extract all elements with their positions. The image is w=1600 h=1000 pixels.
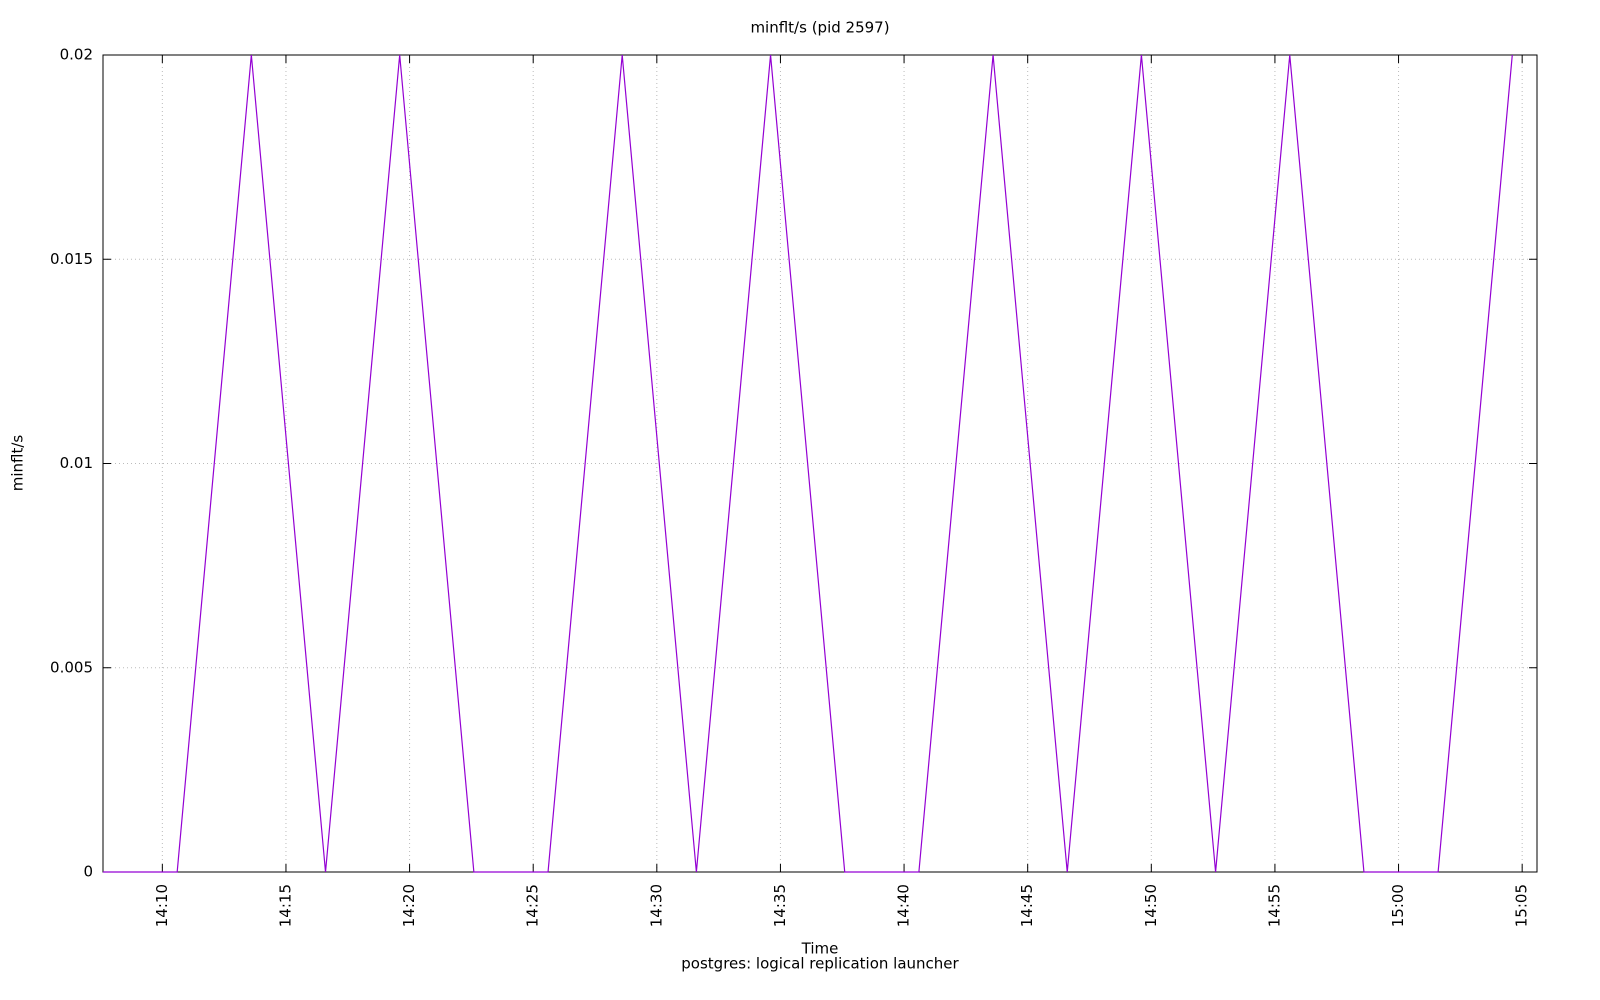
x-tick-label: 14:50 <box>1142 884 1160 927</box>
data-line <box>103 54 1513 873</box>
x-tick-label: 14:30 <box>647 884 665 927</box>
plot-frame <box>102 54 1538 873</box>
x-tick-label: 15:00 <box>1389 884 1407 927</box>
chart-subtitle: postgres: logical replication launcher <box>681 955 959 973</box>
x-tick-label: 14:10 <box>153 884 171 927</box>
x-tick-label: 14:20 <box>400 884 418 927</box>
x-tick-label: 15:05 <box>1513 884 1531 927</box>
y-tick-label: 0.02 <box>60 46 93 64</box>
y-tick-label: 0.005 <box>50 658 93 676</box>
y-tick-label: 0.01 <box>60 454 93 472</box>
x-tick-label: 14:40 <box>895 884 913 927</box>
chart-title: minflt/s (pid 2597) <box>750 19 889 37</box>
x-tick-label: 14:45 <box>1018 884 1036 927</box>
y-axis-label: minflt/s <box>9 435 27 492</box>
y-tick-label: 0 <box>83 863 93 881</box>
x-tick-label: 14:15 <box>276 884 294 927</box>
x-tick-label: 14:55 <box>1265 884 1283 927</box>
y-tick-label: 0.015 <box>50 250 93 268</box>
x-tick-label: 14:35 <box>771 884 789 927</box>
x-axis-label: Time <box>801 940 839 958</box>
x-tick-label: 14:25 <box>524 884 542 927</box>
